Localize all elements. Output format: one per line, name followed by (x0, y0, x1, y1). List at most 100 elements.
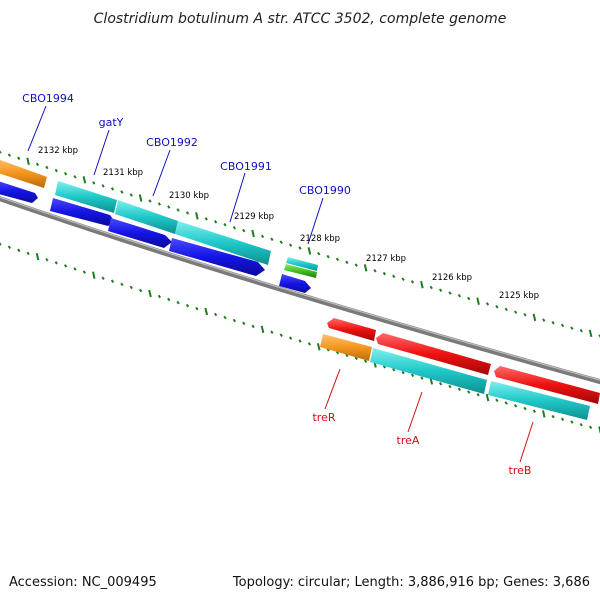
gene-label-CBO1991[interactable]: CBO1991 (220, 160, 272, 173)
minor-tick (7, 153, 12, 157)
minor-tick (467, 296, 471, 301)
feature-orange-forward[interactable] (0, 158, 47, 188)
minor-tick (279, 240, 283, 244)
minor-tick (317, 251, 321, 256)
minor-tick (345, 353, 349, 358)
minor-tick (176, 208, 180, 212)
minor-tick (345, 260, 349, 265)
gene-label-treB[interactable]: treB (509, 464, 532, 477)
minor-tick (63, 171, 68, 176)
minor-tick (213, 312, 218, 317)
kbp-label: 2129 kbp (234, 212, 274, 222)
minor-tick (551, 321, 555, 325)
minor-tick (279, 333, 283, 337)
minor-tick (570, 420, 574, 424)
minor-tick (167, 297, 171, 302)
minor-tick (110, 279, 115, 284)
major-tick (307, 247, 312, 255)
gene-label-treR[interactable]: treR (312, 411, 335, 424)
major-tick (92, 271, 96, 279)
minor-tick (176, 300, 180, 305)
feature-red-reverse-1[interactable] (327, 318, 376, 341)
minor-tick (392, 274, 396, 279)
feature-blue-gatY[interactable] (50, 198, 115, 226)
accession-text: Accession: NC_009495 (9, 575, 157, 590)
genome-summary-text: Topology: circular; Length: 3,886,916 bp… (232, 575, 590, 590)
minor-tick (242, 228, 246, 233)
minor-tick (54, 261, 58, 265)
gene-label-CBO1992[interactable]: CBO1992 (146, 136, 198, 149)
minor-tick (457, 387, 462, 392)
leader-line (407, 391, 423, 433)
minor-tick (495, 304, 499, 309)
leader-line (324, 368, 341, 410)
minor-tick (513, 310, 518, 314)
minor-tick (251, 324, 255, 329)
outer-tick-ring (0, 150, 600, 338)
minor-tick (120, 282, 124, 287)
minor-tick (410, 280, 415, 284)
feature-blue-CBO1992[interactable] (108, 218, 172, 248)
feature-cyan-treB[interactable] (488, 381, 590, 420)
gene-label-CBO1990[interactable]: CBO1990 (299, 184, 351, 197)
minor-tick (598, 334, 600, 338)
minor-tick (570, 326, 574, 330)
leader-line (93, 129, 110, 176)
feature-blue-CBO1990[interactable] (279, 274, 311, 293)
minor-tick (73, 267, 77, 271)
feature-cyan-gatY[interactable] (55, 181, 117, 213)
feature-blue-forward[interactable] (0, 180, 38, 203)
minor-tick (232, 318, 237, 323)
feature-cyan-CBO1990[interactable] (286, 257, 318, 271)
minor-tick (560, 323, 565, 328)
minor-tick (326, 254, 330, 259)
major-tick (316, 343, 321, 351)
major-tick (26, 157, 30, 166)
feature-cyan-CBO1992[interactable] (115, 200, 178, 234)
feature-orange-treR[interactable] (320, 334, 372, 361)
minor-tick (54, 168, 58, 173)
kbp-label: 2128 kbp (300, 234, 340, 244)
minor-tick (298, 246, 302, 250)
minor-tick (213, 220, 218, 224)
minor-tick (363, 359, 368, 363)
forward-features (0, 158, 318, 293)
feature-cyan-treA[interactable] (370, 348, 487, 394)
minor-tick (157, 202, 162, 206)
forward-gene-labels: CBO1994 gatY CBO1992 CBO1991 CBO1990 (22, 92, 351, 245)
feature-red-reverse-3[interactable] (494, 366, 600, 404)
gene-label-treA[interactable]: treA (397, 434, 420, 447)
gene-label-gatY[interactable]: gatY (99, 116, 124, 129)
kbp-label: 2130 kbp (169, 191, 209, 201)
minor-tick (382, 365, 387, 369)
feature-blue-CBO1991[interactable] (169, 238, 265, 276)
minor-tick (167, 205, 171, 209)
major-tick (195, 212, 199, 220)
kbp-label: 2131 kbp (103, 168, 143, 178)
minor-tick (476, 393, 480, 397)
feature-cyan-CBO1991[interactable] (175, 221, 271, 265)
minor-tick (298, 339, 302, 343)
feature-red-reverse-2[interactable] (376, 333, 491, 375)
minor-tick (354, 356, 358, 361)
minor-tick (148, 199, 152, 203)
major-tick (598, 426, 600, 434)
gene-label-CBO1994[interactable]: CBO1994 (22, 92, 74, 105)
minor-tick (92, 181, 96, 185)
minor-tick (232, 225, 237, 230)
minor-tick (448, 291, 452, 295)
minor-tick (579, 328, 583, 333)
minor-tick (223, 223, 227, 227)
kbp-scale: 2132 kbp 2131 kbp 2130 kbp 2129 kbp 2128… (38, 146, 539, 301)
major-tick (532, 313, 537, 322)
minor-tick (157, 294, 162, 299)
minor-tick (551, 414, 555, 419)
feature-green-CBO1990[interactable] (284, 264, 317, 278)
inner-tick-ring (0, 242, 600, 434)
minor-tick (0, 150, 2, 154)
minor-tick (532, 409, 537, 413)
minor-tick (438, 381, 443, 386)
minor-tick (410, 373, 415, 378)
major-tick (138, 194, 143, 202)
